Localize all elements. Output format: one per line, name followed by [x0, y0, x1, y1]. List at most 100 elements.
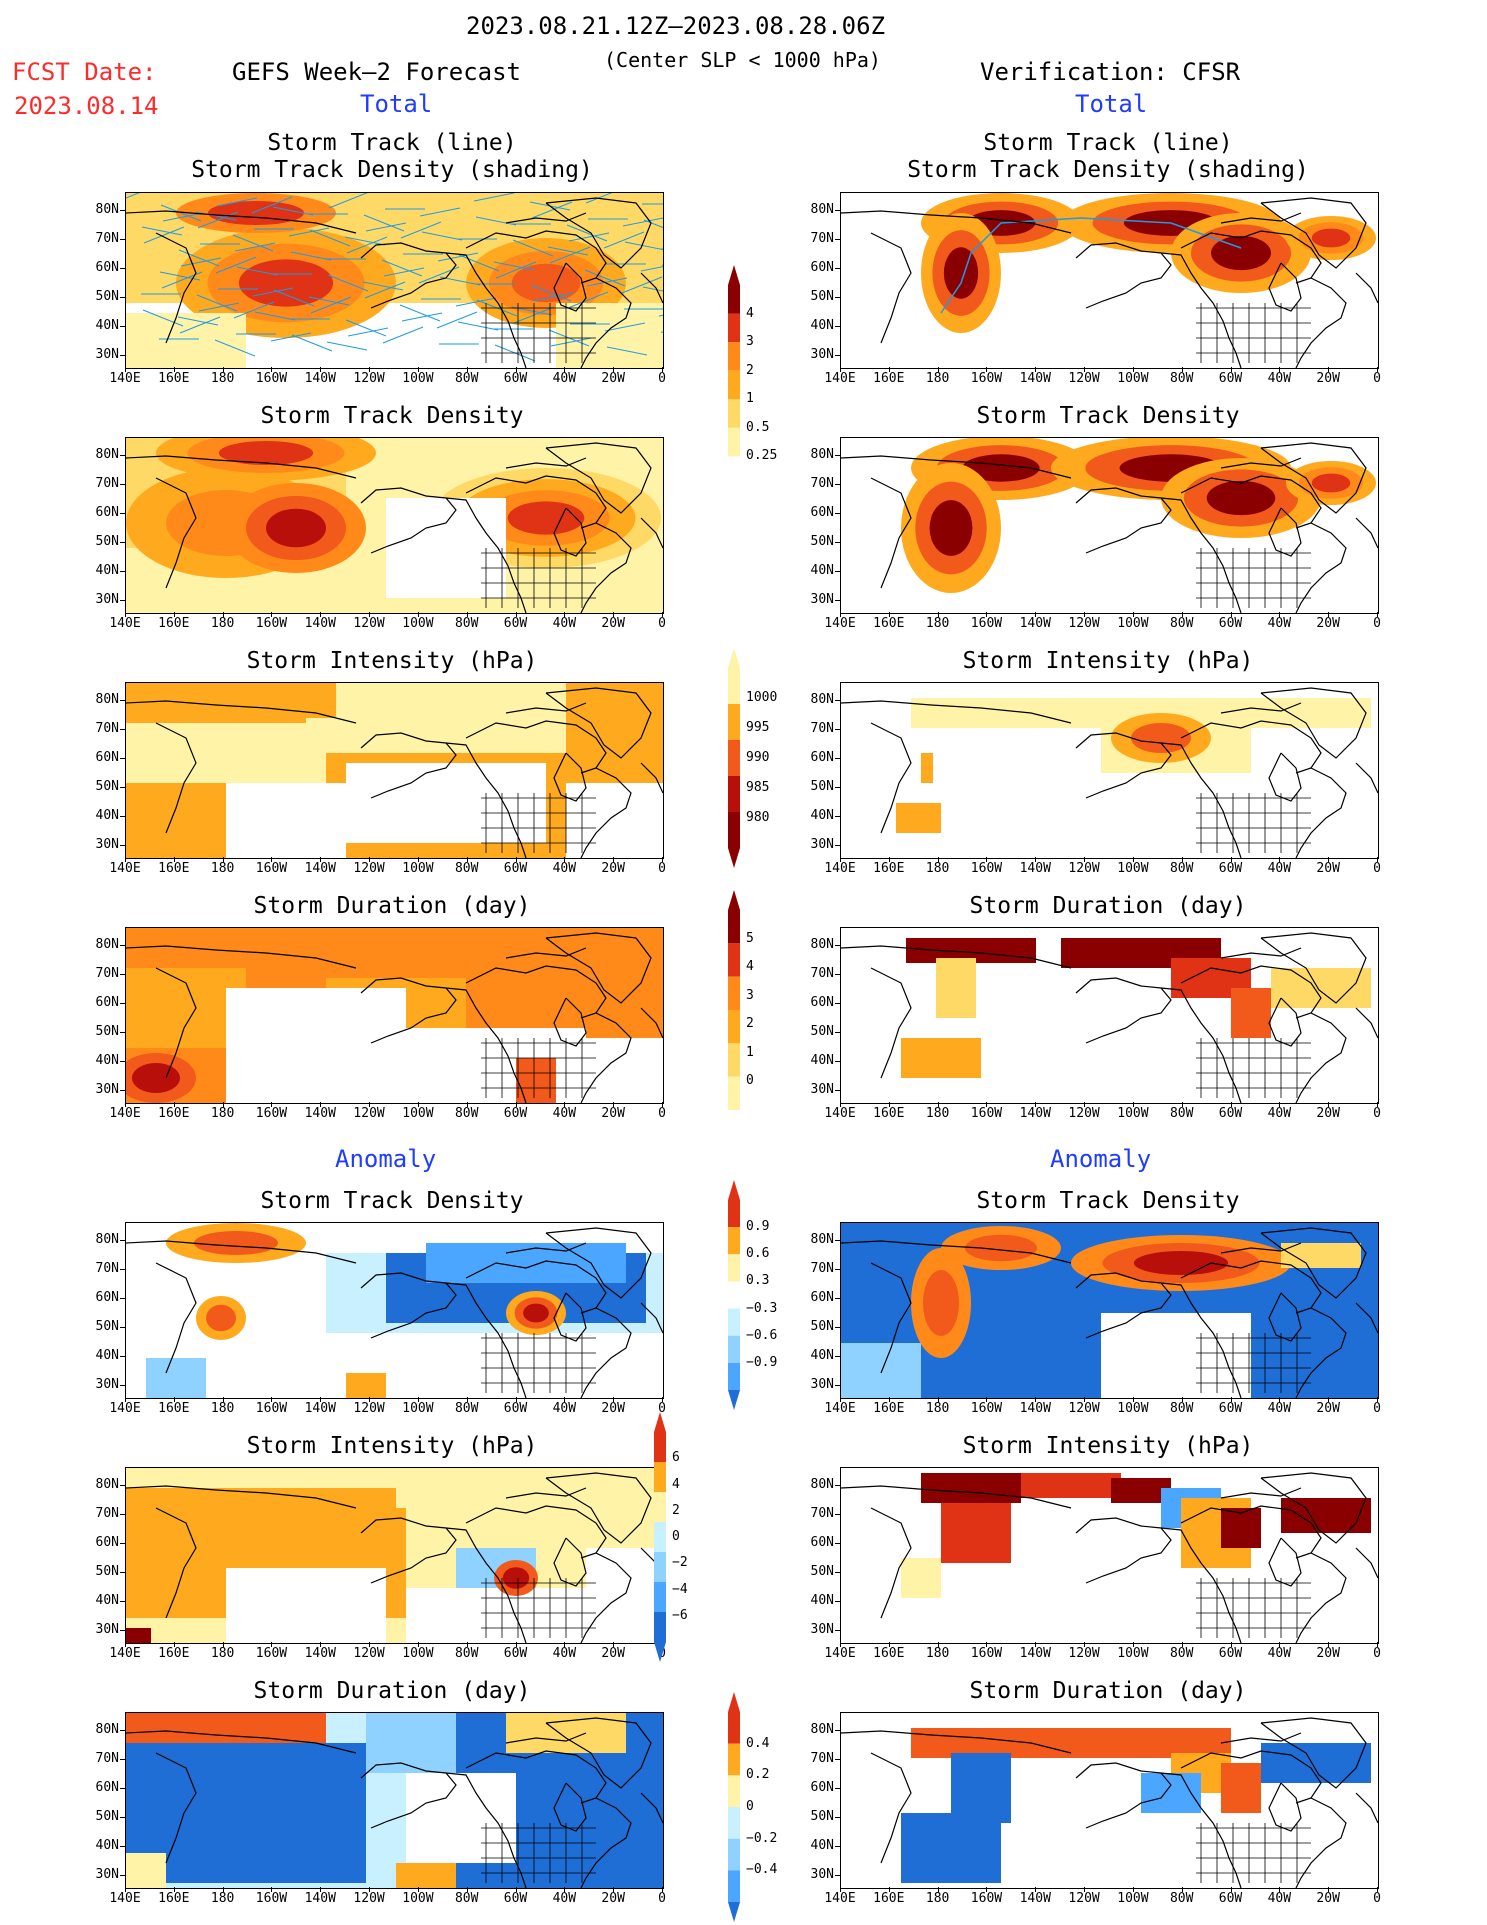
lon-tick	[1328, 1887, 1330, 1892]
lon-label: 80W	[454, 371, 479, 386]
lon-label: 100W	[402, 1646, 434, 1661]
lon-tick	[1377, 612, 1378, 617]
lon-tick	[564, 367, 566, 372]
lat-tick	[835, 1090, 840, 1091]
lon-tick	[840, 1102, 841, 1107]
lon-label: 160W	[970, 616, 1003, 631]
lat-label: 80N	[95, 1232, 119, 1247]
map-fc-duration	[126, 928, 663, 1103]
lon-label: 120W	[1068, 371, 1100, 386]
lat-label: 50N	[95, 779, 119, 794]
lon-label: 100W	[402, 1106, 434, 1121]
title-fc-duration: Storm Duration (day)	[253, 893, 531, 919]
lon-label: 20W	[1316, 1646, 1340, 1661]
map-fc-intensity	[126, 683, 663, 858]
lon-label: 40W	[552, 861, 577, 876]
colorbar-duration-total	[728, 890, 740, 1130]
lon-label: 160W	[970, 1646, 1003, 1661]
lon-label: 180	[210, 616, 235, 631]
lat-label: 50N	[95, 1319, 119, 1334]
lon-tick	[662, 367, 663, 372]
lon-tick	[1279, 612, 1281, 617]
lon-tick	[1377, 367, 1378, 372]
lon-tick	[222, 1102, 224, 1107]
lon-label: 140E	[824, 1106, 856, 1121]
lon-tick	[125, 1102, 126, 1107]
lon-tick	[564, 1887, 566, 1892]
lat-label: 80N	[95, 692, 119, 707]
lat-label: 70N	[810, 231, 834, 246]
lon-tick	[466, 612, 468, 617]
lat-label: 50N	[810, 1564, 834, 1579]
lat-tick	[835, 1514, 840, 1515]
lat-label: 30N	[810, 592, 834, 607]
map-fc-anom-duration	[126, 1713, 663, 1888]
lon-label: 80W	[1169, 1401, 1194, 1416]
lat-label: 50N	[810, 1319, 834, 1334]
lat-label: 80N	[95, 1477, 119, 1492]
colorbar-label: 2	[746, 362, 754, 378]
lon-tick	[125, 1887, 126, 1892]
lon-label: 60W	[503, 616, 528, 631]
lon-label: 60W	[1218, 1891, 1243, 1906]
lat-tick	[835, 1385, 840, 1386]
lon-tick	[986, 367, 988, 372]
lon-label: 80W	[454, 1891, 479, 1906]
lat-tick	[120, 1514, 125, 1515]
lat-tick	[120, 816, 125, 817]
lat-tick	[120, 1298, 125, 1299]
lon-label: 180	[925, 1891, 950, 1906]
lon-label: 80W	[1169, 371, 1194, 386]
lon-label: 20W	[1316, 1891, 1340, 1906]
lon-label: 0	[1373, 1401, 1381, 1416]
lat-tick	[120, 1240, 125, 1241]
lat-tick	[835, 1601, 840, 1602]
lat-label: 30N	[810, 1082, 834, 1097]
lon-label: 160E	[873, 1106, 905, 1121]
lat-label: 60N	[810, 995, 834, 1010]
colorbar-label: −0.4	[746, 1862, 778, 1878]
lat-tick	[835, 268, 840, 269]
lon-label: 180	[925, 1401, 950, 1416]
lon-label: 0	[658, 861, 666, 876]
lat-label: 30N	[810, 347, 834, 362]
lat-tick	[835, 1485, 840, 1486]
lon-label: 140E	[824, 861, 856, 876]
lon-tick	[1377, 1102, 1378, 1107]
lon-label: 100W	[402, 1891, 434, 1906]
lat-tick	[835, 210, 840, 211]
colorbar-label: 2	[672, 1502, 680, 1518]
lon-label: 40W	[1267, 371, 1292, 386]
lat-tick	[120, 945, 125, 946]
lon-label: 160E	[158, 861, 190, 876]
lon-label: 140W	[304, 1646, 336, 1661]
lon-tick	[1084, 1102, 1086, 1107]
lon-label: 140E	[824, 371, 856, 386]
colorbar-label: 1000	[746, 690, 778, 705]
lon-tick	[222, 1397, 224, 1402]
lon-tick	[515, 1102, 517, 1107]
lat-tick	[835, 600, 840, 601]
lon-tick	[417, 612, 419, 617]
lon-tick	[840, 612, 841, 617]
period-title: 2023.08.21.12Z—2023.08.28.06Z	[466, 12, 886, 40]
lon-tick	[986, 1642, 988, 1647]
lat-label: 80N	[95, 447, 119, 462]
lat-tick	[835, 484, 840, 485]
fcst-date-value: 2023.08.14	[14, 92, 159, 120]
lon-tick	[1132, 1642, 1134, 1647]
lon-tick	[888, 1642, 890, 1647]
lon-tick	[937, 1397, 939, 1402]
map-fc-anom-density	[126, 1223, 663, 1398]
lat-tick	[835, 1572, 840, 1573]
lon-label: 80W	[454, 616, 479, 631]
lon-tick	[1230, 857, 1232, 862]
lon-tick	[613, 1887, 615, 1892]
lon-label: 120W	[1068, 861, 1100, 876]
lon-tick	[1084, 857, 1086, 862]
map-vf-duration	[841, 932, 1378, 1103]
lon-label: 80W	[1169, 616, 1194, 631]
lat-tick	[835, 816, 840, 817]
lat-label: 80N	[810, 1722, 834, 1737]
lat-tick	[835, 1240, 840, 1241]
